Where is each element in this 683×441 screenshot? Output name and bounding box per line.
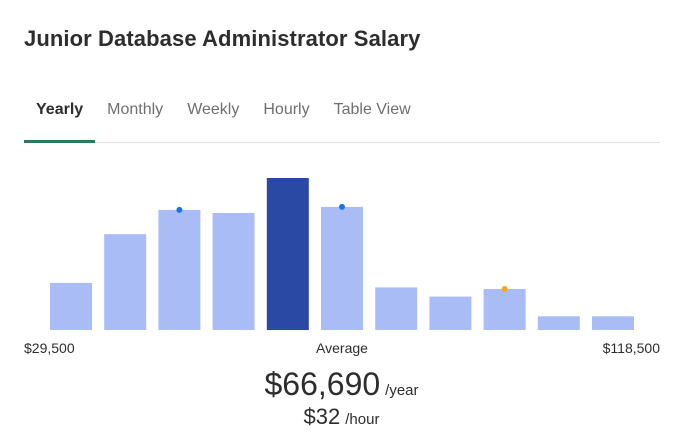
average-label: Average: [316, 340, 368, 356]
histogram-bar[interactable]: [321, 206, 363, 330]
hourly-salary: $32/hour: [0, 404, 683, 430]
hourly-salary-value: $32: [303, 404, 341, 429]
histogram-bar[interactable]: [104, 234, 147, 330]
yearly-salary: $66,690/year: [0, 366, 683, 403]
bar-marker-dot: [176, 206, 183, 213]
histogram-bar[interactable]: [50, 282, 92, 330]
yearly-salary-unit: /year: [385, 382, 419, 399]
histogram-bar[interactable]: [592, 316, 634, 330]
salary-distribution-chart: [50, 178, 634, 330]
tab-yearly[interactable]: Yearly: [24, 92, 96, 143]
histogram-bar[interactable]: [375, 287, 418, 330]
histogram-bar[interactable]: [212, 213, 255, 330]
yearly-salary-value: $66,690: [264, 366, 381, 402]
period-tabs: Yearly Monthly Weekly Hourly Table View: [24, 92, 660, 143]
histogram-bar[interactable]: [483, 289, 526, 330]
histogram-bar[interactable]: [537, 316, 580, 330]
histogram-bar[interactable]: [429, 296, 472, 330]
tab-weekly[interactable]: Weekly: [187, 101, 240, 118]
hourly-salary-unit: /hour: [345, 411, 380, 428]
bar-marker-dot: [339, 203, 345, 210]
bar-marker-dot: [501, 286, 508, 292]
tab-table-view[interactable]: Table View: [333, 101, 411, 118]
tab-monthly[interactable]: Monthly: [107, 101, 164, 118]
min-salary-label: $29,500: [24, 340, 75, 356]
page-title: Junior Database Administrator Salary: [24, 26, 421, 51]
histogram-bar-average[interactable]: [266, 178, 309, 330]
histogram-bar[interactable]: [158, 209, 201, 330]
max-salary-label: $118,500: [602, 340, 660, 356]
tab-hourly[interactable]: Hourly: [263, 101, 310, 118]
